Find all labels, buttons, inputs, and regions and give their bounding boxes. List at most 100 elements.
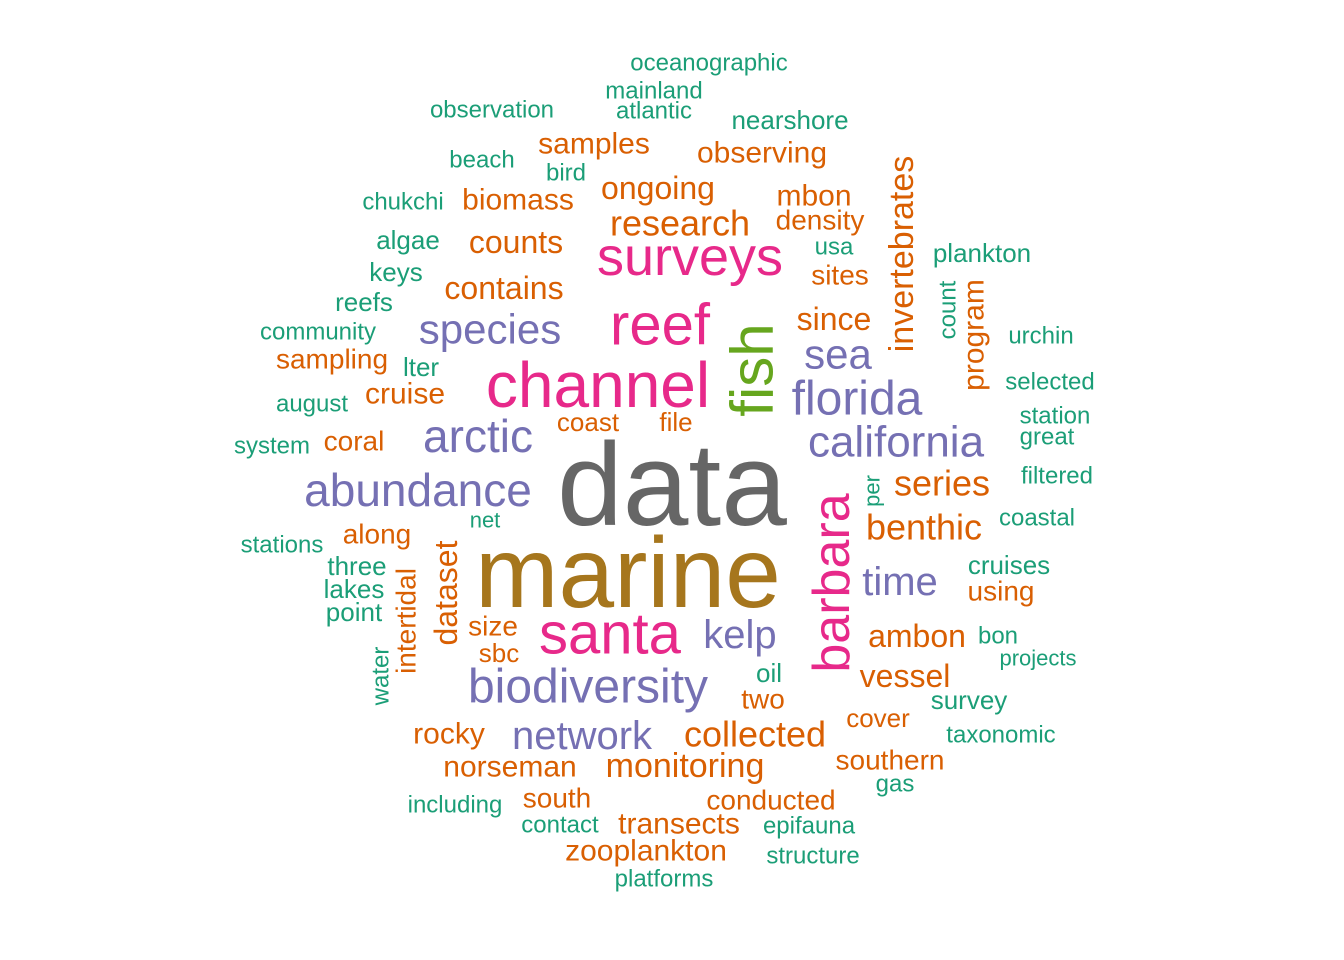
word-transects: transects <box>618 808 740 841</box>
word-data: data <box>557 419 787 551</box>
word-oil: oil <box>756 658 782 688</box>
word-program: program <box>958 279 991 391</box>
word-california: california <box>808 418 985 467</box>
word-species: species <box>419 306 561 353</box>
word-santa: santa <box>539 602 682 667</box>
word-zooplankton: zooplankton <box>565 835 727 868</box>
word-size: size <box>468 611 518 642</box>
word-samples: samples <box>538 128 650 161</box>
word-bon: bon <box>978 623 1018 650</box>
word-taxonomic: taxonomic <box>946 722 1055 749</box>
word-net: net <box>470 508 501 533</box>
word-along: along <box>343 519 412 550</box>
word-beach: beach <box>449 147 514 174</box>
word-channel: channel <box>486 349 710 421</box>
word-lter: lter <box>403 352 439 382</box>
word-dataset: dataset <box>428 540 464 645</box>
word-gas: gas <box>876 771 915 798</box>
word-count: count <box>935 280 962 339</box>
word-ambon: ambon <box>868 618 966 654</box>
word-mainland: mainland <box>605 78 702 105</box>
word-two: two <box>741 684 785 715</box>
word-point: point <box>326 597 383 627</box>
word-usa: usa <box>815 234 854 261</box>
word-algae: algae <box>376 225 440 255</box>
word-monitoring: monitoring <box>606 747 765 785</box>
word-observation: observation <box>430 97 554 124</box>
word-sites: sites <box>811 260 869 291</box>
word-great: great <box>1020 424 1075 451</box>
word-coral: coral <box>324 426 385 457</box>
word-three: three <box>327 551 386 581</box>
word-abundance: abundance <box>304 464 532 516</box>
word-using: using <box>968 576 1035 607</box>
word-including: including <box>408 792 503 819</box>
word-projects: projects <box>999 646 1076 671</box>
word-epifauna: epifauna <box>763 813 856 840</box>
word-contains: contains <box>444 270 563 306</box>
word-southern: southern <box>836 745 945 776</box>
word-platforms: platforms <box>615 866 714 893</box>
word-mbon: mbon <box>776 180 851 213</box>
word-cruise: cruise <box>365 378 445 411</box>
word-vessel: vessel <box>860 658 951 694</box>
word-observing: observing <box>697 137 827 170</box>
word-barbara: barbara <box>803 493 861 672</box>
word-arctic: arctic <box>423 410 533 462</box>
word-filtered: filtered <box>1021 463 1093 490</box>
word-bird: bird <box>546 160 586 187</box>
word-plankton: plankton <box>933 238 1031 268</box>
word-oceanographic: oceanographic <box>630 50 787 77</box>
word-stations: stations <box>241 532 324 559</box>
word-urchin: urchin <box>1008 323 1073 350</box>
word-series: series <box>894 463 990 504</box>
word-atlantic: atlantic <box>616 98 692 125</box>
word-reefs: reefs <box>335 287 393 317</box>
word-cover: cover <box>846 703 910 733</box>
word-coastal: coastal <box>999 505 1075 532</box>
word-biomass: biomass <box>462 184 574 217</box>
word-per: per <box>860 475 885 507</box>
word-coast: coast <box>557 407 620 437</box>
word-ongoing: ongoing <box>601 170 715 206</box>
word-reef: reef <box>610 293 711 358</box>
word-intertidal: intertidal <box>391 568 422 674</box>
word-file: file <box>659 407 692 437</box>
word-florida: florida <box>792 373 923 426</box>
word-marine: marine <box>475 517 781 629</box>
word-rocky: rocky <box>413 718 485 751</box>
word-time: time <box>862 560 938 604</box>
word-fish: fish <box>719 323 786 416</box>
word-keys: keys <box>369 257 422 287</box>
word-selected: selected <box>1005 369 1094 396</box>
word-community: community <box>260 319 376 346</box>
word-contact: contact <box>521 812 599 839</box>
word-south: south <box>523 783 592 814</box>
word-august: august <box>276 391 348 418</box>
word-water: water <box>368 647 395 707</box>
word-invertebrates: invertebrates <box>883 156 921 353</box>
word-collected: collected <box>684 714 826 755</box>
word-norseman: norseman <box>443 751 576 784</box>
word-system: system <box>234 433 310 460</box>
word-counts: counts <box>469 224 563 260</box>
word-surveys: surveys <box>597 227 783 287</box>
word-biodiversity: biodiversity <box>468 661 708 714</box>
word-sbc: sbc <box>479 638 519 668</box>
word-network: network <box>512 714 653 758</box>
word-station: station <box>1020 403 1091 430</box>
word-research: research <box>610 203 750 244</box>
word-sampling: sampling <box>276 344 388 375</box>
word-lakes: lakes <box>324 574 385 604</box>
word-structure: structure <box>766 843 859 870</box>
word-benthic: benthic <box>866 507 982 548</box>
word-density: density <box>776 205 865 236</box>
word-conducted: conducted <box>706 785 835 816</box>
word-sea: sea <box>804 331 872 378</box>
word-cruises: cruises <box>968 550 1050 580</box>
word-chukchi: chukchi <box>362 189 443 216</box>
word-since: since <box>797 301 872 337</box>
word-nearshore: nearshore <box>731 105 848 135</box>
word-kelp: kelp <box>703 613 776 657</box>
